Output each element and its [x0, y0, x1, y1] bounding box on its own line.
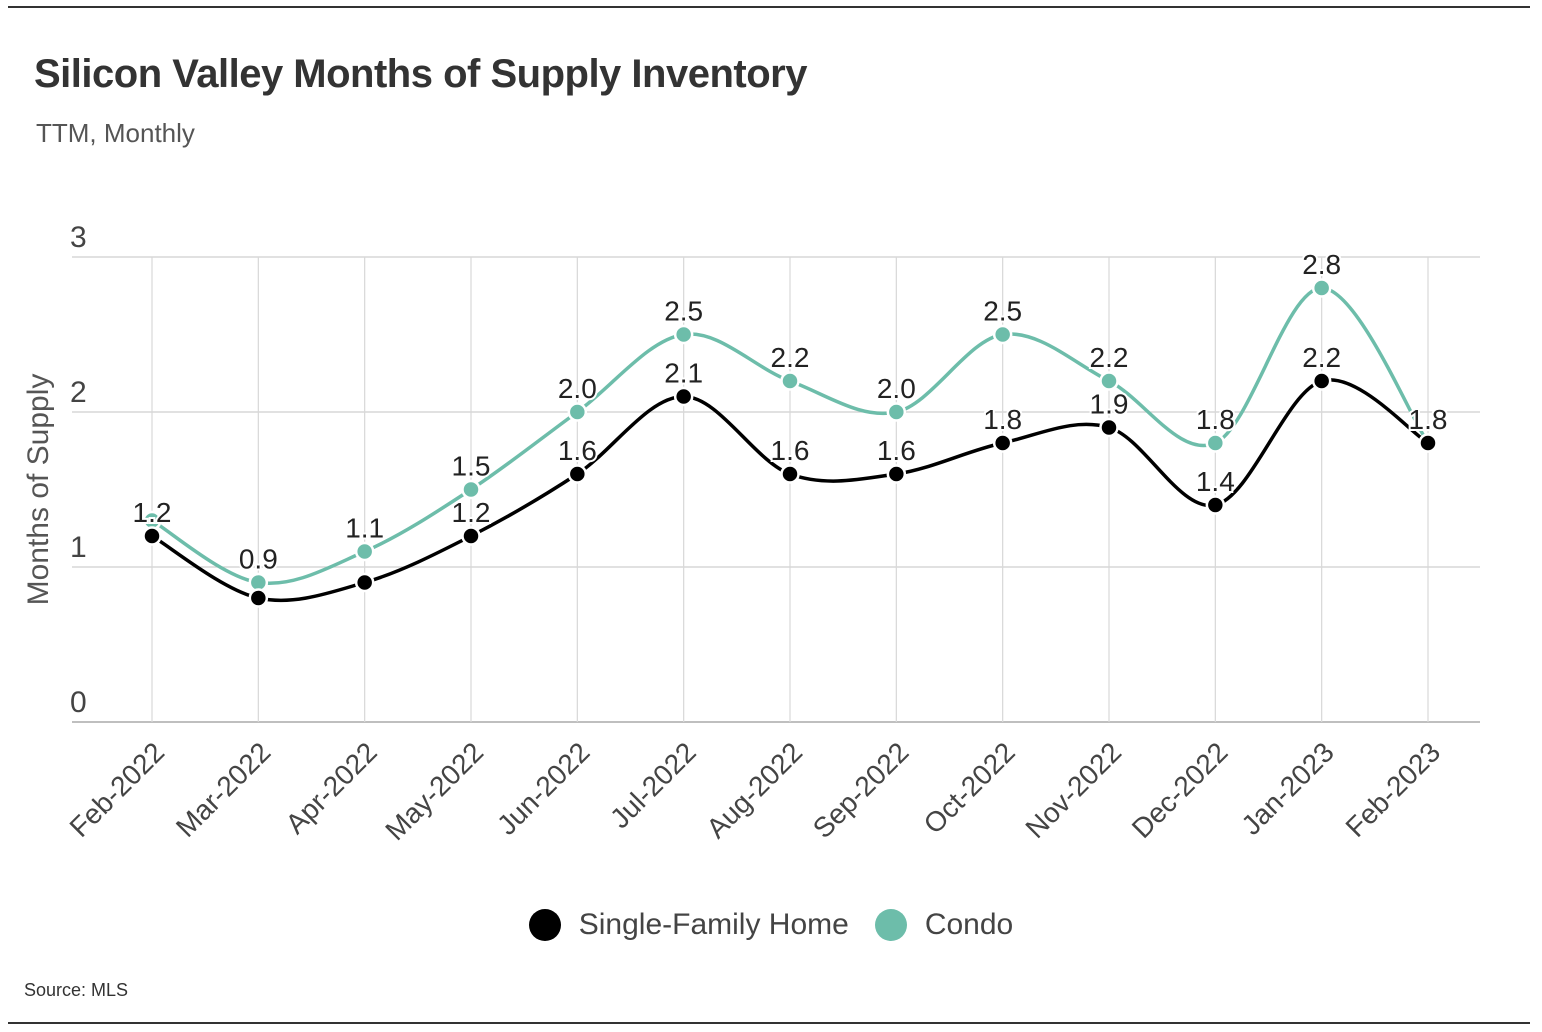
data-label-condo: 2.0: [877, 373, 916, 404]
data-point-condo: [673, 324, 694, 345]
data-label-condo: 2.2: [771, 342, 810, 373]
data-label-condo: 1.8: [1196, 404, 1235, 435]
data-point-single-family: [354, 572, 375, 593]
x-tick-label: Feb-2023: [1340, 736, 1447, 843]
legend-label-single-family: Single-Family Home: [578, 908, 849, 941]
data-point-single-family: [1205, 495, 1226, 515]
x-tick-label: Mar-2022: [170, 736, 277, 843]
data-label-condo: 1.8: [1409, 404, 1448, 435]
data-label-single-family: 1.9: [1090, 389, 1129, 420]
data-point-single-family: [886, 464, 907, 484]
legend: Single-Family Home Condo: [0, 908, 1542, 942]
data-point-condo: [1205, 433, 1226, 453]
x-tick-label: Jan-2023: [1235, 736, 1339, 840]
x-tick-label: Oct-2022: [918, 736, 1021, 839]
x-tick-label: Jun-2022: [491, 736, 595, 840]
legend-swatch-condo: [874, 909, 907, 941]
data-label-single-family: 1.6: [877, 435, 916, 466]
top-rule: [8, 6, 1530, 8]
y-axis-label: Months of Supply: [22, 374, 55, 606]
data-label-condo: 2.5: [983, 296, 1022, 327]
data-label-condo: 0.9: [239, 544, 278, 575]
data-label-single-family: 2.2: [1302, 342, 1341, 373]
x-tick-label: Aug-2022: [700, 736, 808, 844]
x-tick-label: Sep-2022: [807, 736, 915, 844]
data-label-condo: 2.0: [558, 373, 597, 404]
data-point-condo: [567, 402, 588, 422]
data-point-condo: [1099, 371, 1119, 391]
x-tick-label: Feb-2022: [64, 736, 171, 843]
legend-swatch-single-family: [528, 909, 561, 941]
data-point-single-family: [780, 464, 800, 484]
data-label-single-family: 1.2: [452, 497, 491, 528]
data-label-single-family: 1.8: [983, 404, 1022, 435]
data-point-condo: [1311, 278, 1332, 298]
data-label-condo: 1.5: [452, 451, 491, 482]
data-label-condo: 2.8: [1302, 249, 1341, 280]
data-point-single-family: [1311, 371, 1332, 391]
data-point-condo: [992, 324, 1013, 345]
data-point-single-family: [142, 526, 162, 546]
data-point-single-family: [248, 588, 269, 608]
data-point-single-family: [992, 433, 1013, 453]
data-point-condo: [354, 541, 375, 562]
data-point-single-family: [1099, 417, 1119, 438]
x-tick-label: Nov-2022: [1019, 736, 1127, 844]
x-tick-label: Apr-2022: [280, 736, 383, 839]
data-label-condo: 2.2: [1090, 342, 1129, 373]
data-point-single-family: [567, 464, 588, 484]
x-tick-label: Dec-2022: [1126, 736, 1234, 844]
y-tick-label: 0: [70, 686, 87, 719]
data-label-condo: 1.1: [345, 513, 384, 544]
legend-label-condo: Condo: [924, 908, 1014, 941]
data-label-single-family: 1.2: [133, 497, 172, 528]
y-tick-label: 1: [70, 531, 87, 564]
source-note: Source: MLS: [24, 980, 129, 1000]
x-tick-label: May-2022: [379, 736, 489, 846]
chart-subtitle: TTM, Monthly: [36, 118, 195, 148]
data-label-single-family: 1.4: [1196, 466, 1235, 497]
data-label-condo: 2.5: [664, 296, 703, 327]
data-point-single-family: [673, 386, 694, 407]
data-label-single-family: 1.6: [771, 435, 810, 466]
legend-item-condo[interactable]: Condo: [874, 908, 1014, 942]
data-label-single-family: 1.6: [558, 435, 597, 466]
bottom-rule: [8, 1022, 1530, 1024]
x-tick-label: Jul-2022: [604, 736, 702, 834]
chart-title: Silicon Valley Months of Supply Inventor…: [34, 52, 807, 96]
data-label-single-family: 2.1: [664, 358, 703, 389]
legend-item-single-family[interactable]: Single-Family Home: [528, 908, 849, 942]
data-point-condo: [780, 371, 800, 391]
y-tick-label: 2: [70, 376, 87, 409]
data-point-single-family: [1418, 433, 1438, 453]
data-point-condo: [886, 402, 907, 422]
data-point-single-family: [461, 526, 481, 546]
data-point-condo: [461, 479, 481, 500]
y-tick-label: 3: [70, 221, 87, 254]
